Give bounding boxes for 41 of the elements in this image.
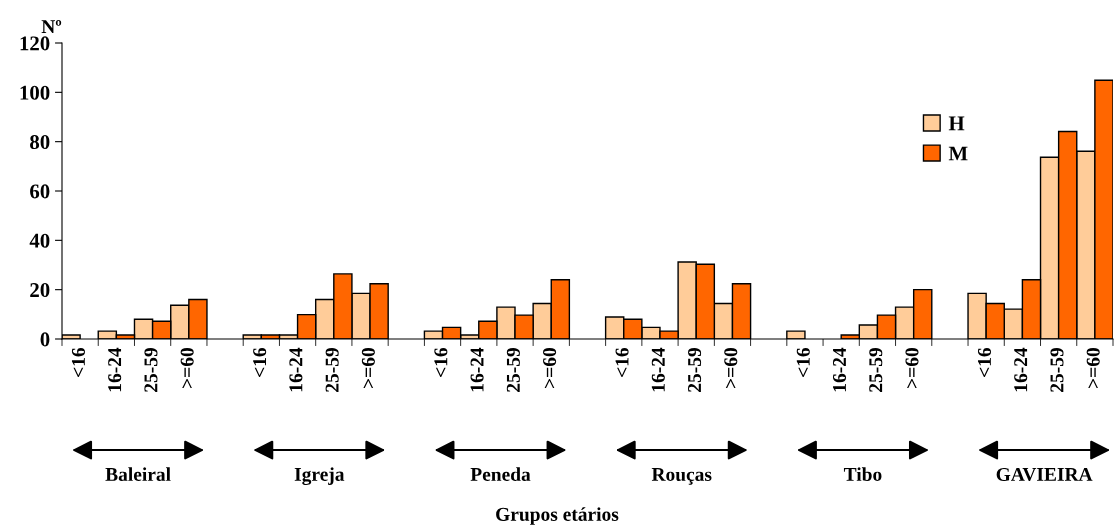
x-tick-label: <16 [796,347,810,377]
x-tick-label: <16 [434,347,448,377]
y-tick-label: 80 [30,135,50,150]
text: Grupos etários [496,507,619,525]
y-tick-label: 20 [30,283,50,298]
y-tick-label: 120 [20,36,50,51]
x-tick-label: >=60 [905,348,919,388]
x-tick-label: 25-59 [506,348,520,392]
x-tick-label: 25-59 [325,348,339,392]
text: GAVIEIRA [996,467,1093,482]
x-tick-label: <16 [977,347,992,377]
x-tick-label: <16 [253,347,267,377]
y-tick-label: 100 [20,85,50,100]
x-tick-label: >=60 [543,348,557,388]
text: Rouças [651,468,712,485]
x-tick-label: 16-24 [108,347,122,392]
x-tick-label: 16-24 [470,347,484,392]
x-tick-label: >=60 [1086,348,1100,388]
x-tick-label: 16-24 [832,347,847,392]
text: Tibo [843,467,882,482]
legend-label: H [948,116,965,131]
legend-label: M [948,146,968,161]
x-tick-label: >=60 [180,348,194,388]
x-tick-label: >=60 [361,348,375,388]
x-tick-label: <16 [615,347,629,377]
x-tick-label: 25-59 [1050,348,1064,392]
text: Baleiral [105,467,171,482]
y-tick-label: 0 [40,332,50,347]
x-tick-label: 16-24 [1014,347,1028,392]
x-tick-label: 25-59 [869,348,883,392]
x-tick-label: >=60 [724,348,738,388]
y-axis-title: Nº [41,20,62,33]
x-tick-label: 16-24 [651,347,665,392]
x-tick-label: 25-59 [688,348,702,392]
x-tick-label: 16-24 [289,347,303,392]
text: Peneda [470,467,531,482]
y-tick-label: 60 [30,184,50,199]
x-tick-label: <16 [71,347,85,377]
text: Igreja [294,467,345,486]
x-tick-label: 25-59 [144,348,158,392]
y-tick-label: 40 [29,233,50,248]
